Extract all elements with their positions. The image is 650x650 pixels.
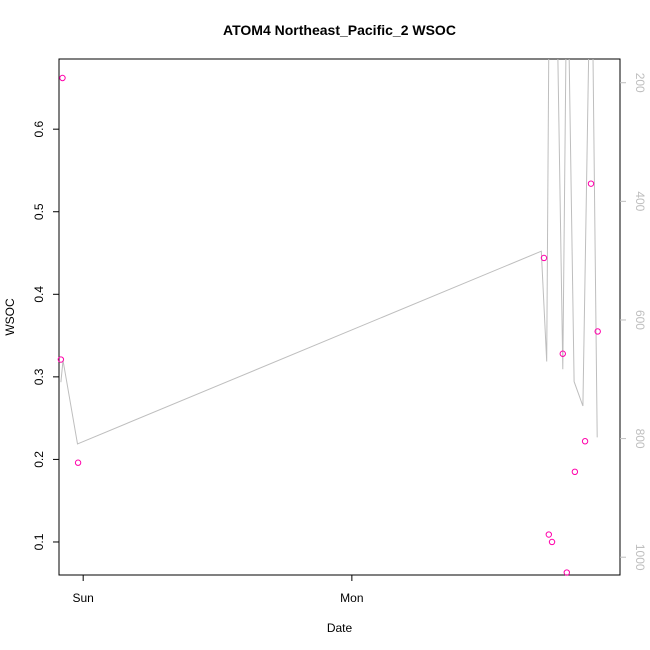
line-series [60,59,598,445]
y-tick-label: 0.1 [32,533,46,550]
series-line-path [60,59,598,445]
y2-tick-label: 1000 [633,544,647,571]
data-point [571,468,579,475]
right-axis: 200 400 600 800 1000 [620,73,647,571]
y2-tick-label: 600 [633,310,647,330]
point-series [57,74,601,576]
data-point [57,356,65,363]
x-axis-label: Date [327,621,353,635]
x-tick-label: Sun [73,591,94,605]
x-axis: Sun Mon [73,575,364,605]
x-tick-label: Mon [340,591,363,605]
data-point [545,531,553,538]
data-point [540,254,548,262]
y-tick-label: 0.6 [32,121,46,138]
plot-frame [58,58,621,576]
chart-title: ATOM4 Northeast_Pacific_2 WSOC [223,22,456,38]
y-tick-label: 0.5 [32,203,46,220]
y-tick-label: 0.3 [32,368,46,385]
data-point [581,438,589,445]
y2-tick-label: 800 [633,429,647,449]
y-tick-label: 0.2 [32,451,46,468]
data-point [563,569,571,576]
data-point [74,459,82,466]
y-tick-label: 0.4 [32,286,46,303]
data-point [59,74,66,82]
data-point [548,538,556,546]
data-point [559,350,566,357]
y2-tick-label: 200 [633,73,647,93]
data-point [594,328,601,335]
y-axis-label: WSOC [3,298,17,336]
data-point [587,180,595,187]
y2-tick-label: 400 [633,191,647,211]
y-axis: 0.1 0.2 0.3 0.4 0.5 0.6 [32,121,59,550]
